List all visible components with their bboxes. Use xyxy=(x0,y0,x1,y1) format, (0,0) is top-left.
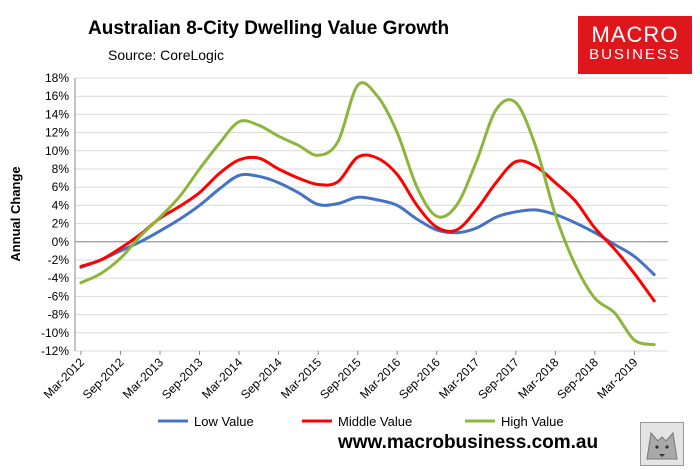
legend-label-low-value: Low Value xyxy=(194,414,254,429)
legend-label-middle-value: Middle Value xyxy=(338,414,412,429)
series-line-middle-value xyxy=(79,153,656,303)
y-tick-label: 14% xyxy=(45,107,69,121)
gridlines xyxy=(75,77,668,352)
x-tick-label: Sep-2014 xyxy=(238,355,285,402)
series-line-high-value xyxy=(79,81,656,347)
y-tick-label: 18% xyxy=(45,71,69,85)
x-tick-label: Sep-2013 xyxy=(159,355,206,402)
series-lines xyxy=(79,81,656,347)
logo-line-1: MACRO xyxy=(591,22,679,47)
y-tick-label: -6% xyxy=(48,289,70,303)
y-tick-label: 2% xyxy=(52,217,70,231)
chart-title: Australian 8-City Dwelling Value Growth xyxy=(88,18,450,39)
y-tick-label: 16% xyxy=(45,89,69,103)
y-tick-label: 12% xyxy=(45,126,69,140)
wolf-logo-icon xyxy=(640,422,684,466)
x-tick-label: Mar-2019 xyxy=(594,355,640,401)
website-url: www.macrobusiness.com.au xyxy=(338,432,599,453)
x-tick-label: Sep-2018 xyxy=(554,355,601,402)
y-tick-label: -10% xyxy=(41,326,69,340)
macro-business-logo: MACRO BUSINESS xyxy=(578,16,692,74)
y-axis-label: Annual Change xyxy=(8,166,23,261)
x-tick-label: Mar-2017 xyxy=(436,355,482,401)
y-tick-labels: -12% -10% -8% -6% -4% -2% 0% 2% 4% 6% 8% 10% 12% 14% 1… xyxy=(41,71,69,358)
y-tick-label: -4% xyxy=(48,271,70,285)
x-tick-label: Sep-2016 xyxy=(396,355,443,402)
x-tick-label: Sep-2012 xyxy=(80,355,127,402)
y-tick-label: 10% xyxy=(45,144,69,158)
y-tick-label: 4% xyxy=(52,198,70,212)
y-tick-label: 0% xyxy=(52,235,70,249)
axes xyxy=(74,78,668,355)
x-tick-label: Mar-2013 xyxy=(120,355,166,401)
x-tick-label: Mar-2012 xyxy=(41,355,87,401)
y-tick-label: 6% xyxy=(52,180,70,194)
x-tick-label: Sep-2015 xyxy=(317,355,364,402)
logo-line-2: BUSINESS xyxy=(589,46,681,63)
x-tick-label: Mar-2015 xyxy=(278,355,324,401)
x-tick-label: Mar-2018 xyxy=(515,355,561,401)
x-tick-label: Mar-2014 xyxy=(199,355,245,401)
y-tick-label: -12% xyxy=(41,344,69,358)
y-tick-label: 8% xyxy=(52,162,70,176)
y-tick-label: -8% xyxy=(48,308,70,322)
x-tick-labels: Mar-2012Sep-2012Mar-2013Sep-2013Mar-2014… xyxy=(41,355,641,402)
legend-label-high-value: High Value xyxy=(501,414,564,429)
legend: Low Value Middle Value High Value xyxy=(158,414,564,429)
y-tick-label: -2% xyxy=(48,253,70,267)
x-tick-label: Sep-2017 xyxy=(475,355,522,402)
x-tick-label: Mar-2016 xyxy=(357,355,403,401)
chart-subtitle: Source: CoreLogic xyxy=(108,47,224,63)
